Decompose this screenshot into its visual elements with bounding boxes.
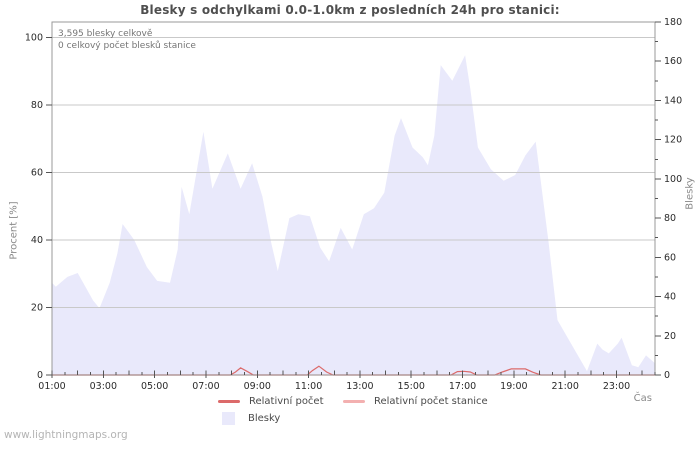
station-strikes-annotation: 0 celkový počet blesků stanice: [58, 41, 196, 51]
x-axis-tick-label: 01:00: [38, 381, 65, 392]
x-axis-tick-label: 07:00: [192, 381, 219, 392]
x-axis-tick-label: 09:00: [244, 381, 271, 392]
chart-title: Blesky s odchylkami 0.0-1.0km z poslední…: [140, 3, 560, 17]
right-axis-tick-label: 0: [664, 370, 670, 381]
right-axis-tick-label: 100: [664, 174, 682, 185]
x-axis-tick-label: 13:00: [346, 381, 373, 392]
x-axis-tick-label: 11:00: [295, 381, 322, 392]
relative-count-station-line-swatch: [343, 400, 365, 403]
right-axis-tick-label: 160: [664, 56, 682, 67]
right-axis-tick-label: 80: [664, 213, 676, 224]
right-axis-title: Blesky: [684, 177, 696, 210]
x-axis-tick-label: 03:00: [90, 381, 117, 392]
right-axis-tick-label: 120: [664, 135, 682, 146]
x-axis-tick-label: 19:00: [500, 381, 527, 392]
right-axis-tick-label: 20: [664, 331, 676, 342]
right-axis-tick-label: 180: [664, 17, 682, 28]
left-axis-tick-label: 0: [37, 370, 43, 381]
blesky-area-swatch: [222, 412, 235, 425]
x-axis-tick-label: 15:00: [398, 381, 425, 392]
right-axis-tick-label: 140: [664, 95, 682, 106]
x-axis-tick-label: 17:00: [449, 381, 476, 392]
relative-count-line-swatch: [218, 400, 240, 403]
legend-item-relative-count: Relativní počet: [218, 396, 324, 407]
watermark-link[interactable]: www.lightningmaps.org: [4, 429, 128, 441]
blesky-area-series: [52, 55, 655, 376]
legend-label: Relativní počet stanice: [374, 396, 488, 407]
x-axis-tick-label: 21:00: [551, 381, 578, 392]
total-strikes-annotation: 3,595 blesky celkově: [58, 29, 153, 39]
x-axis-title: Čas: [633, 393, 652, 404]
left-axis-tick-label: 80: [31, 100, 43, 111]
left-axis-tick-label: 20: [31, 303, 43, 314]
right-axis-tick-label: 60: [664, 252, 676, 263]
x-axis-tick-label: 05:00: [141, 381, 168, 392]
legend-label: Relativní počet: [249, 396, 324, 407]
left-axis-title: Procent [%]: [8, 201, 20, 260]
legend-item-blesky: Blesky: [219, 412, 280, 425]
left-axis-tick-label: 60: [31, 168, 43, 179]
x-axis-tick-label: 23:00: [603, 381, 630, 392]
legend-item-relative-count-station: Relativní počet stanice: [343, 396, 488, 407]
left-axis-tick-label: 40: [31, 235, 43, 246]
right-axis-tick-label: 40: [664, 292, 676, 303]
left-axis-tick-label: 100: [25, 33, 43, 44]
legend-label: Blesky: [248, 413, 281, 424]
